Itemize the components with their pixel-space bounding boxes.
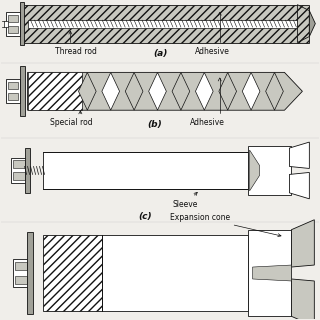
Text: (a): (a) [153,50,167,59]
Bar [15,276,27,284]
Polygon shape [102,73,120,110]
Bar [8,15,18,22]
Polygon shape [125,73,143,110]
Bar [4,20,8,27]
Text: Adhesive: Adhesive [195,12,230,56]
Text: Sleeve: Sleeve [172,192,197,209]
Bar [8,26,18,33]
Polygon shape [196,73,213,110]
Bar [43,152,248,189]
Polygon shape [28,72,82,110]
Polygon shape [28,72,302,110]
Polygon shape [78,73,96,110]
Polygon shape [289,172,309,199]
Bar [13,172,25,180]
Bar [248,230,292,316]
Text: (c): (c) [138,212,152,221]
Bar [20,2,24,45]
Polygon shape [309,11,315,36]
Polygon shape [292,279,314,320]
Bar [8,93,18,100]
Bar [6,79,20,103]
Text: Adhesive: Adhesive [190,78,225,127]
Bar [15,262,27,270]
Bar [6,12,20,36]
Bar [11,157,27,183]
Polygon shape [149,73,166,110]
Bar [28,20,304,28]
Polygon shape [252,265,292,281]
Bar [20,67,25,116]
Text: Expansion cone: Expansion cone [170,213,281,237]
Bar [43,235,102,311]
Polygon shape [266,73,283,110]
Bar [102,235,248,311]
Polygon shape [242,73,260,110]
Polygon shape [297,5,309,43]
Bar [23,5,309,43]
Bar [13,161,25,168]
Polygon shape [250,150,260,191]
Text: Special rod: Special rod [51,111,93,127]
Polygon shape [289,142,309,168]
Polygon shape [219,73,236,110]
Bar [27,232,33,314]
Bar [248,146,292,195]
Polygon shape [292,220,314,267]
Text: Thread rod: Thread rod [55,31,97,56]
Bar [13,259,28,287]
Bar [25,148,29,193]
Text: (b): (b) [148,120,162,129]
Polygon shape [172,73,190,110]
Bar [8,82,18,89]
